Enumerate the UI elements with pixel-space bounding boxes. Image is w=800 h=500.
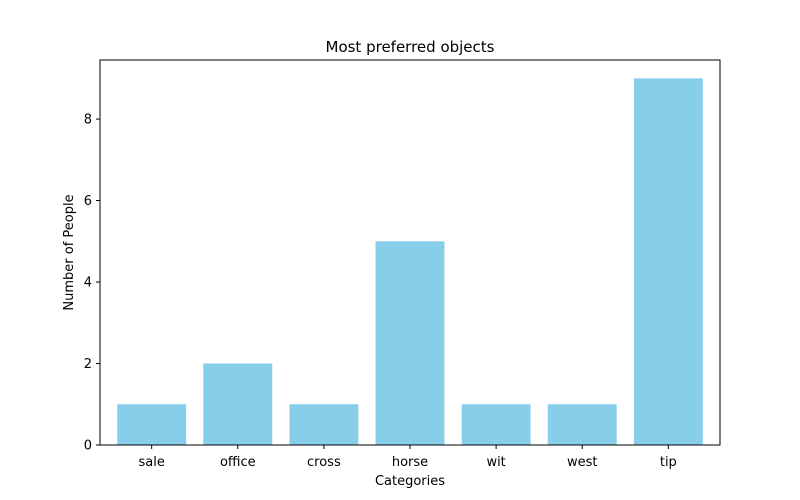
y-axis-ticks: 0 2 4 6 8 [84,113,100,454]
bar-wit [461,404,531,445]
x-tick-label-wit: wit [486,455,505,470]
bar-cross [289,404,359,445]
x-tick-label-west: west [567,455,598,470]
x-tick-label-horse: horse [392,455,428,470]
bars-group [117,78,703,445]
x-tick-label-sale: sale [138,455,164,470]
bar-office [203,363,273,445]
y-tick-label-4: 4 [84,276,92,291]
bar-sale [117,404,187,445]
bar-west [547,404,617,445]
x-tick-label-cross: cross [307,455,341,470]
y-axis-label: Number of People [62,194,77,310]
bar-horse [375,241,445,445]
y-tick-label-0: 0 [84,439,92,454]
y-tick-label-2: 2 [84,357,92,372]
chart-title: Most preferred objects [326,38,495,56]
y-tick-label-6: 6 [84,194,92,209]
bar-tip [633,78,703,445]
x-axis-label: Categories [375,474,445,489]
x-tick-label-office: office [220,455,256,470]
x-axis-ticks: sale office cross horse wit west tip [138,445,677,470]
y-tick-label-8: 8 [84,113,92,128]
x-tick-label-tip: tip [660,455,677,470]
